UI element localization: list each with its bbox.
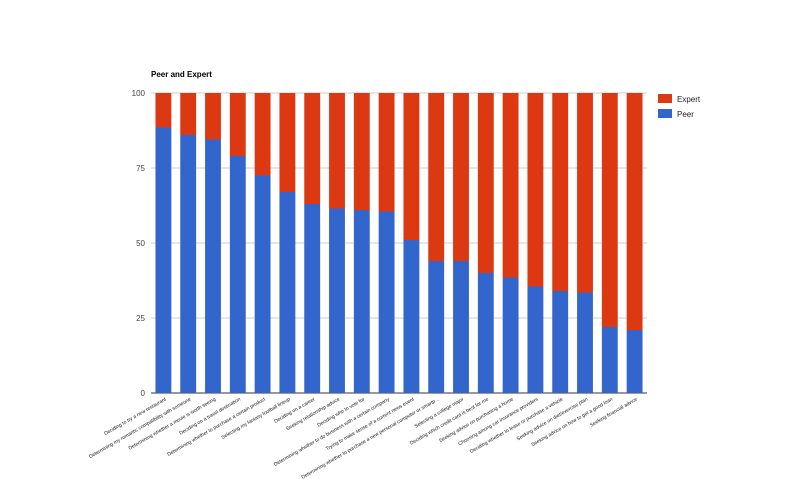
bar-expert [254, 93, 271, 176]
bar-peer [180, 135, 197, 393]
bar-peer [453, 261, 469, 393]
bar-peer [229, 156, 246, 393]
bar-peer [601, 327, 618, 393]
bar-peer [378, 211, 395, 393]
gridlines [151, 92, 647, 394]
bars [155, 93, 643, 393]
chart-title: Peer and Expert [151, 70, 212, 79]
y-axis-ticks: 0 25 50 75 100 [132, 89, 146, 398]
bar-peer [577, 292, 593, 393]
y-tick-label: 75 [136, 164, 145, 173]
bar-expert [229, 93, 246, 156]
bar-expert [329, 93, 345, 209]
bar-peer [353, 210, 370, 393]
y-tick-label: 100 [132, 89, 146, 98]
bar-expert [428, 93, 445, 261]
bar-expert [378, 93, 395, 212]
bar-expert [180, 93, 197, 135]
bar-expert [552, 93, 569, 291]
bar-expert [527, 93, 544, 287]
bar-peer [155, 127, 172, 393]
x-tick-label: Seeking financial advice [589, 396, 639, 428]
bar-peer [552, 291, 569, 393]
bar-expert [279, 93, 296, 192]
y-tick-label: 50 [136, 239, 145, 248]
bar-expert [502, 93, 519, 278]
bar-peer [428, 261, 445, 393]
bar-peer [527, 286, 544, 393]
bar-peer [205, 139, 221, 393]
bar-expert [453, 93, 469, 261]
bar-expert [626, 93, 643, 330]
legend: Expert Peer [658, 94, 701, 119]
bar-expert [601, 93, 618, 327]
bar-expert [403, 93, 420, 240]
y-tick-label: 0 [141, 389, 146, 398]
bar-peer [304, 204, 321, 393]
legend-swatch-peer [658, 109, 672, 118]
x-axis-ticks: Deciding to try a new restaurantDetermin… [88, 396, 639, 480]
bar-expert [205, 93, 221, 140]
bar-expert [477, 93, 494, 273]
bar-peer [254, 175, 271, 393]
bar-expert [155, 93, 172, 128]
y-tick-label: 25 [136, 314, 145, 323]
bar-expert [577, 93, 593, 293]
bar-expert [353, 93, 370, 210]
bar-peer [502, 277, 519, 393]
legend-label-peer: Peer [677, 110, 694, 119]
bar-peer [626, 330, 643, 393]
bar-peer [477, 273, 494, 393]
bar-peer [279, 192, 296, 393]
legend-swatch-expert [658, 94, 672, 103]
legend-label-expert: Expert [677, 95, 701, 104]
bar-peer [329, 208, 345, 393]
bar-expert [304, 93, 321, 204]
bar-peer [403, 240, 420, 393]
